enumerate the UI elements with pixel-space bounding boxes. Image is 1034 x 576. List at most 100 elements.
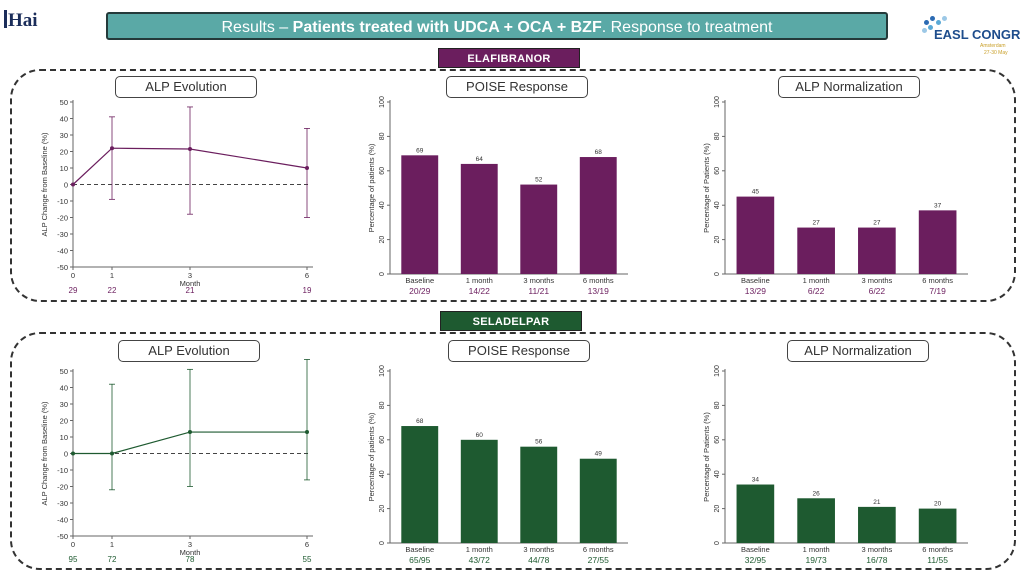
x-axis-title: Month — [180, 548, 201, 557]
slide-title: Results – Patients treated with UDCA + O… — [106, 12, 888, 40]
sample-size-label: 22 — [108, 286, 117, 295]
sample-size-label: 78 — [186, 555, 195, 564]
category-label: Baseline — [405, 276, 434, 285]
fraction-label: 13/29 — [745, 286, 767, 296]
y-tick-label: -20 — [57, 483, 68, 492]
fraction-label: 32/95 — [745, 555, 767, 565]
y-tick-label: 20 — [60, 148, 68, 157]
sample-size-label: 21 — [186, 286, 195, 295]
bar-value-label: 68 — [595, 149, 603, 156]
easl-logo-sub1: Amsterdam — [980, 43, 1006, 49]
bar — [797, 227, 835, 274]
category-label: 3 months — [861, 276, 892, 285]
bar — [858, 506, 896, 543]
category-label: 6 months — [922, 545, 953, 554]
sel-alp-evolution-chart: 50403020100-10-20-30-40-50095172378655Mo… — [40, 359, 313, 564]
x-tick-label: 3 — [188, 271, 192, 280]
sel-alp-evolution-title: ALP Evolution — [118, 340, 260, 362]
bar — [736, 484, 775, 543]
x-tick-label: 3 — [188, 540, 192, 549]
bar-value-label: 34 — [752, 477, 760, 484]
y-tick-label: 80 — [714, 132, 721, 140]
y-tick-label: 60 — [714, 436, 721, 444]
y-axis-title: Percentage of Patients (%) — [702, 143, 711, 233]
y-tick-label: 0 — [714, 272, 721, 276]
bar-value-label: 69 — [416, 147, 424, 154]
y-tick-label: 60 — [714, 167, 721, 175]
data-point — [71, 182, 75, 187]
y-axis-title: ALP Change from Baseline (%) — [40, 401, 49, 506]
category-label: Baseline — [405, 545, 434, 554]
bar — [736, 196, 775, 274]
bar — [401, 155, 439, 274]
category-label: 6 months — [583, 276, 614, 285]
y-axis-title: Percentage of patients (%) — [367, 412, 376, 501]
fraction-label: 7/19 — [929, 286, 946, 296]
y-tick-label: 30 — [60, 400, 68, 409]
title-bold: Patients treated with UDCA + OCA + BZF — [292, 19, 602, 36]
y-tick-label: -50 — [57, 263, 68, 272]
y-tick-label: 40 — [379, 470, 386, 478]
data-point — [110, 451, 114, 456]
category-label: 1 month — [803, 276, 830, 285]
bar-value-label: 60 — [476, 432, 484, 439]
data-point — [110, 146, 114, 151]
easl-logo-text: EASL CONGR — [934, 27, 1021, 42]
y-tick-label: 80 — [714, 401, 721, 409]
category-label: 6 months — [922, 276, 953, 285]
y-axis-title: ALP Change from Baseline (%) — [40, 132, 49, 237]
y-tick-label: 40 — [714, 470, 721, 478]
category-label: 1 month — [466, 545, 493, 554]
ela-normalization-title: ALP Normalization — [778, 76, 920, 98]
bar — [579, 458, 617, 543]
category-label: 3 months — [523, 276, 554, 285]
bar-value-label: 20 — [934, 501, 942, 508]
y-tick-label: 0 — [379, 272, 386, 276]
data-point — [305, 166, 309, 170]
series-line — [73, 431, 307, 455]
bar-value-label: 64 — [476, 156, 484, 163]
fraction-label: 11/55 — [927, 555, 948, 565]
y-tick-label: 40 — [60, 384, 68, 393]
title-prefix: Results – — [221, 19, 293, 36]
fraction-label: 20/29 — [409, 286, 431, 296]
bar — [401, 426, 439, 543]
x-tick-label: 0 — [71, 540, 75, 549]
y-axis-title: Percentage of Patients (%) — [702, 412, 711, 502]
bar-value-label: 27 — [873, 220, 881, 227]
x-tick-label: 6 — [305, 271, 309, 280]
y-tick-label: -30 — [57, 499, 68, 508]
data-point — [305, 430, 309, 435]
category-label: 6 months — [583, 545, 614, 554]
easl-logo-sub2: 27-30 May — [984, 50, 1008, 56]
brand-logo: Hai — [4, 10, 38, 32]
bar — [858, 227, 896, 274]
y-tick-label: 20 — [60, 417, 68, 426]
bar-value-label: 52 — [535, 177, 543, 184]
data-point — [71, 451, 75, 456]
seladelpar-label: SELADELPAR — [440, 311, 582, 331]
bar-value-label: 45 — [752, 189, 760, 196]
y-tick-label: 40 — [714, 201, 721, 209]
y-axis-title: Percentage of patients (%) — [367, 143, 376, 232]
sel-poise-title: POISE Response — [448, 340, 590, 362]
bar — [918, 210, 957, 274]
y-tick-label: -10 — [57, 466, 68, 475]
fraction-label: 19/73 — [805, 555, 827, 565]
logo-bar — [4, 10, 7, 28]
y-tick-label: 50 — [60, 98, 68, 107]
fraction-label: 16/78 — [866, 555, 888, 565]
y-tick-label: 60 — [379, 436, 386, 444]
y-tick-label: 40 — [379, 201, 386, 209]
ela-alp-evolution-title: ALP Evolution — [115, 76, 257, 98]
sample-size-label: 55 — [303, 555, 312, 564]
fraction-label: 43/72 — [469, 555, 491, 565]
x-tick-label: 1 — [110, 540, 114, 549]
y-tick-label: 80 — [379, 401, 386, 409]
y-tick-label: -10 — [57, 197, 68, 206]
y-tick-label: 80 — [379, 132, 386, 140]
category-label: 1 month — [803, 545, 830, 554]
data-point — [188, 147, 192, 152]
y-tick-label: -20 — [57, 214, 68, 223]
bar — [460, 439, 498, 543]
